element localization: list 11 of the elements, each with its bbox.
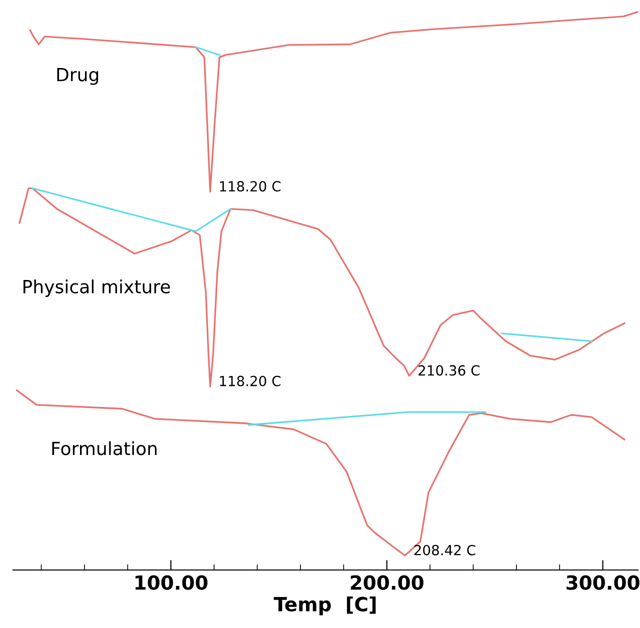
x-tick-label: 300.00	[566, 575, 640, 590]
annotation: 118.20 C	[220, 181, 280, 192]
annotation: 118.20 C	[220, 376, 280, 386]
x-tick-label: 200.00	[350, 575, 424, 590]
x-axis-title: Temp [C]	[274, 596, 376, 616]
annotation: 210.36 C	[418, 365, 480, 376]
series-label: Physical mixture	[24, 279, 170, 297]
series-label: Formulation	[52, 441, 157, 456]
series-label: Drug	[57, 68, 98, 85]
x-tick-label: 100.00	[136, 575, 208, 590]
annotation: 208.42 C	[414, 544, 476, 556]
